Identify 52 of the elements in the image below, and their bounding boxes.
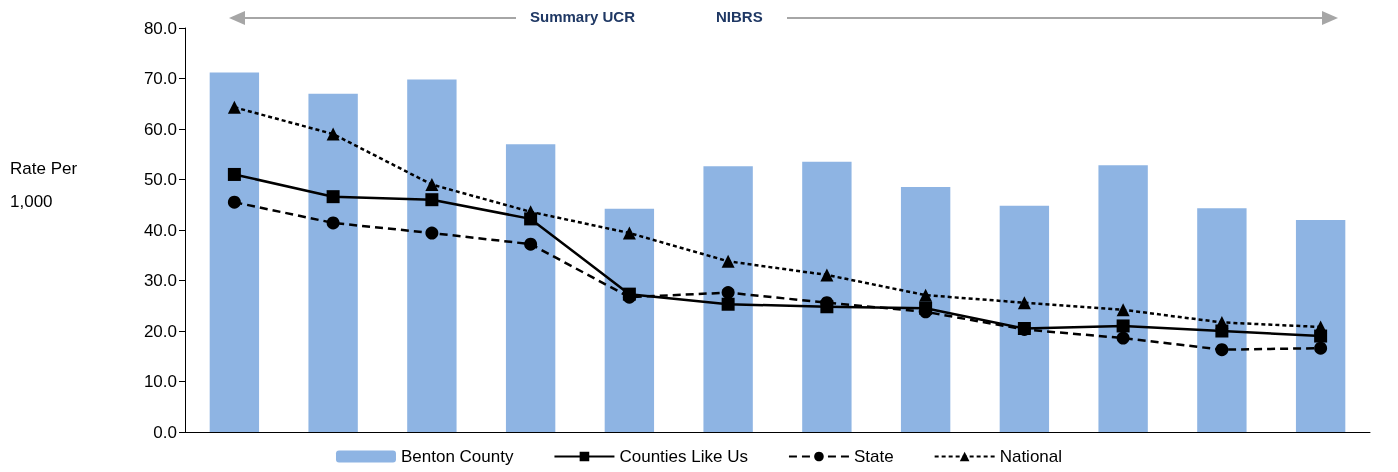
point — [721, 286, 735, 300]
y-tick-label: 50.0 — [143, 170, 177, 189]
point — [227, 167, 241, 181]
point — [326, 216, 340, 230]
legend-label: National — [999, 447, 1063, 466]
point — [1116, 331, 1130, 345]
legend-label: State — [853, 447, 894, 466]
point — [820, 268, 834, 282]
bar — [604, 208, 655, 432]
point — [425, 226, 439, 240]
bar — [999, 205, 1050, 432]
y-tick-label: 30.0 — [143, 271, 177, 290]
point — [524, 237, 538, 251]
point — [919, 288, 933, 302]
bar — [703, 166, 753, 432]
bar — [1295, 219, 1346, 432]
point — [1215, 343, 1229, 357]
point — [227, 100, 241, 114]
bar — [308, 93, 358, 432]
point — [326, 127, 340, 141]
bar — [407, 79, 457, 432]
bar — [1098, 165, 1148, 432]
point — [425, 193, 439, 207]
bar — [505, 144, 556, 432]
point — [326, 190, 340, 204]
point — [1314, 341, 1328, 355]
bar — [900, 187, 951, 432]
y-tick-label: 70.0 — [143, 69, 177, 88]
point — [1116, 303, 1130, 317]
point — [1215, 315, 1229, 329]
y-tick-label: 0.0 — [153, 422, 177, 442]
y-tick-label: 20.0 — [143, 321, 177, 341]
y-tick-label: 40.0 — [143, 220, 177, 240]
y-tick-label: 10.0 — [143, 372, 177, 391]
bar — [802, 161, 852, 432]
point — [1314, 320, 1328, 334]
bar — [209, 72, 260, 432]
point — [721, 254, 735, 268]
point — [227, 195, 241, 209]
point — [425, 178, 439, 192]
bar — [1197, 208, 1247, 432]
y-tick-label: 60.0 — [143, 119, 177, 139]
y-tick-label: 80.0 — [143, 18, 177, 38]
legend-label: Counties Like Us — [619, 447, 748, 466]
point — [622, 226, 636, 240]
legend-label: Benton County — [400, 447, 514, 466]
text: NIBRS — [716, 8, 763, 25]
text: Summary UCR — [530, 8, 636, 25]
point — [721, 297, 735, 311]
point — [1017, 296, 1031, 310]
point — [1116, 319, 1130, 333]
y-axis-title: Rate Per 1,000 — [10, 159, 82, 211]
